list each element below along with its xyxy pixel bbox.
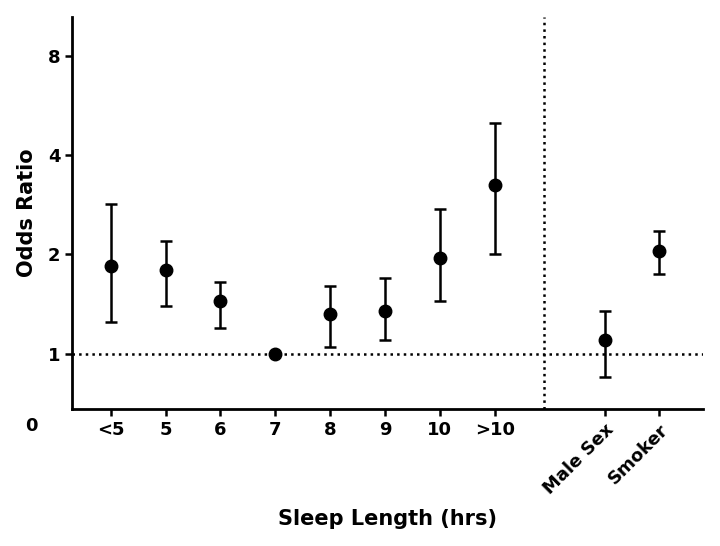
X-axis label: Sleep Length (hrs): Sleep Length (hrs) — [278, 509, 498, 529]
Text: 0: 0 — [25, 417, 37, 435]
Y-axis label: Odds Ratio: Odds Ratio — [17, 149, 37, 277]
